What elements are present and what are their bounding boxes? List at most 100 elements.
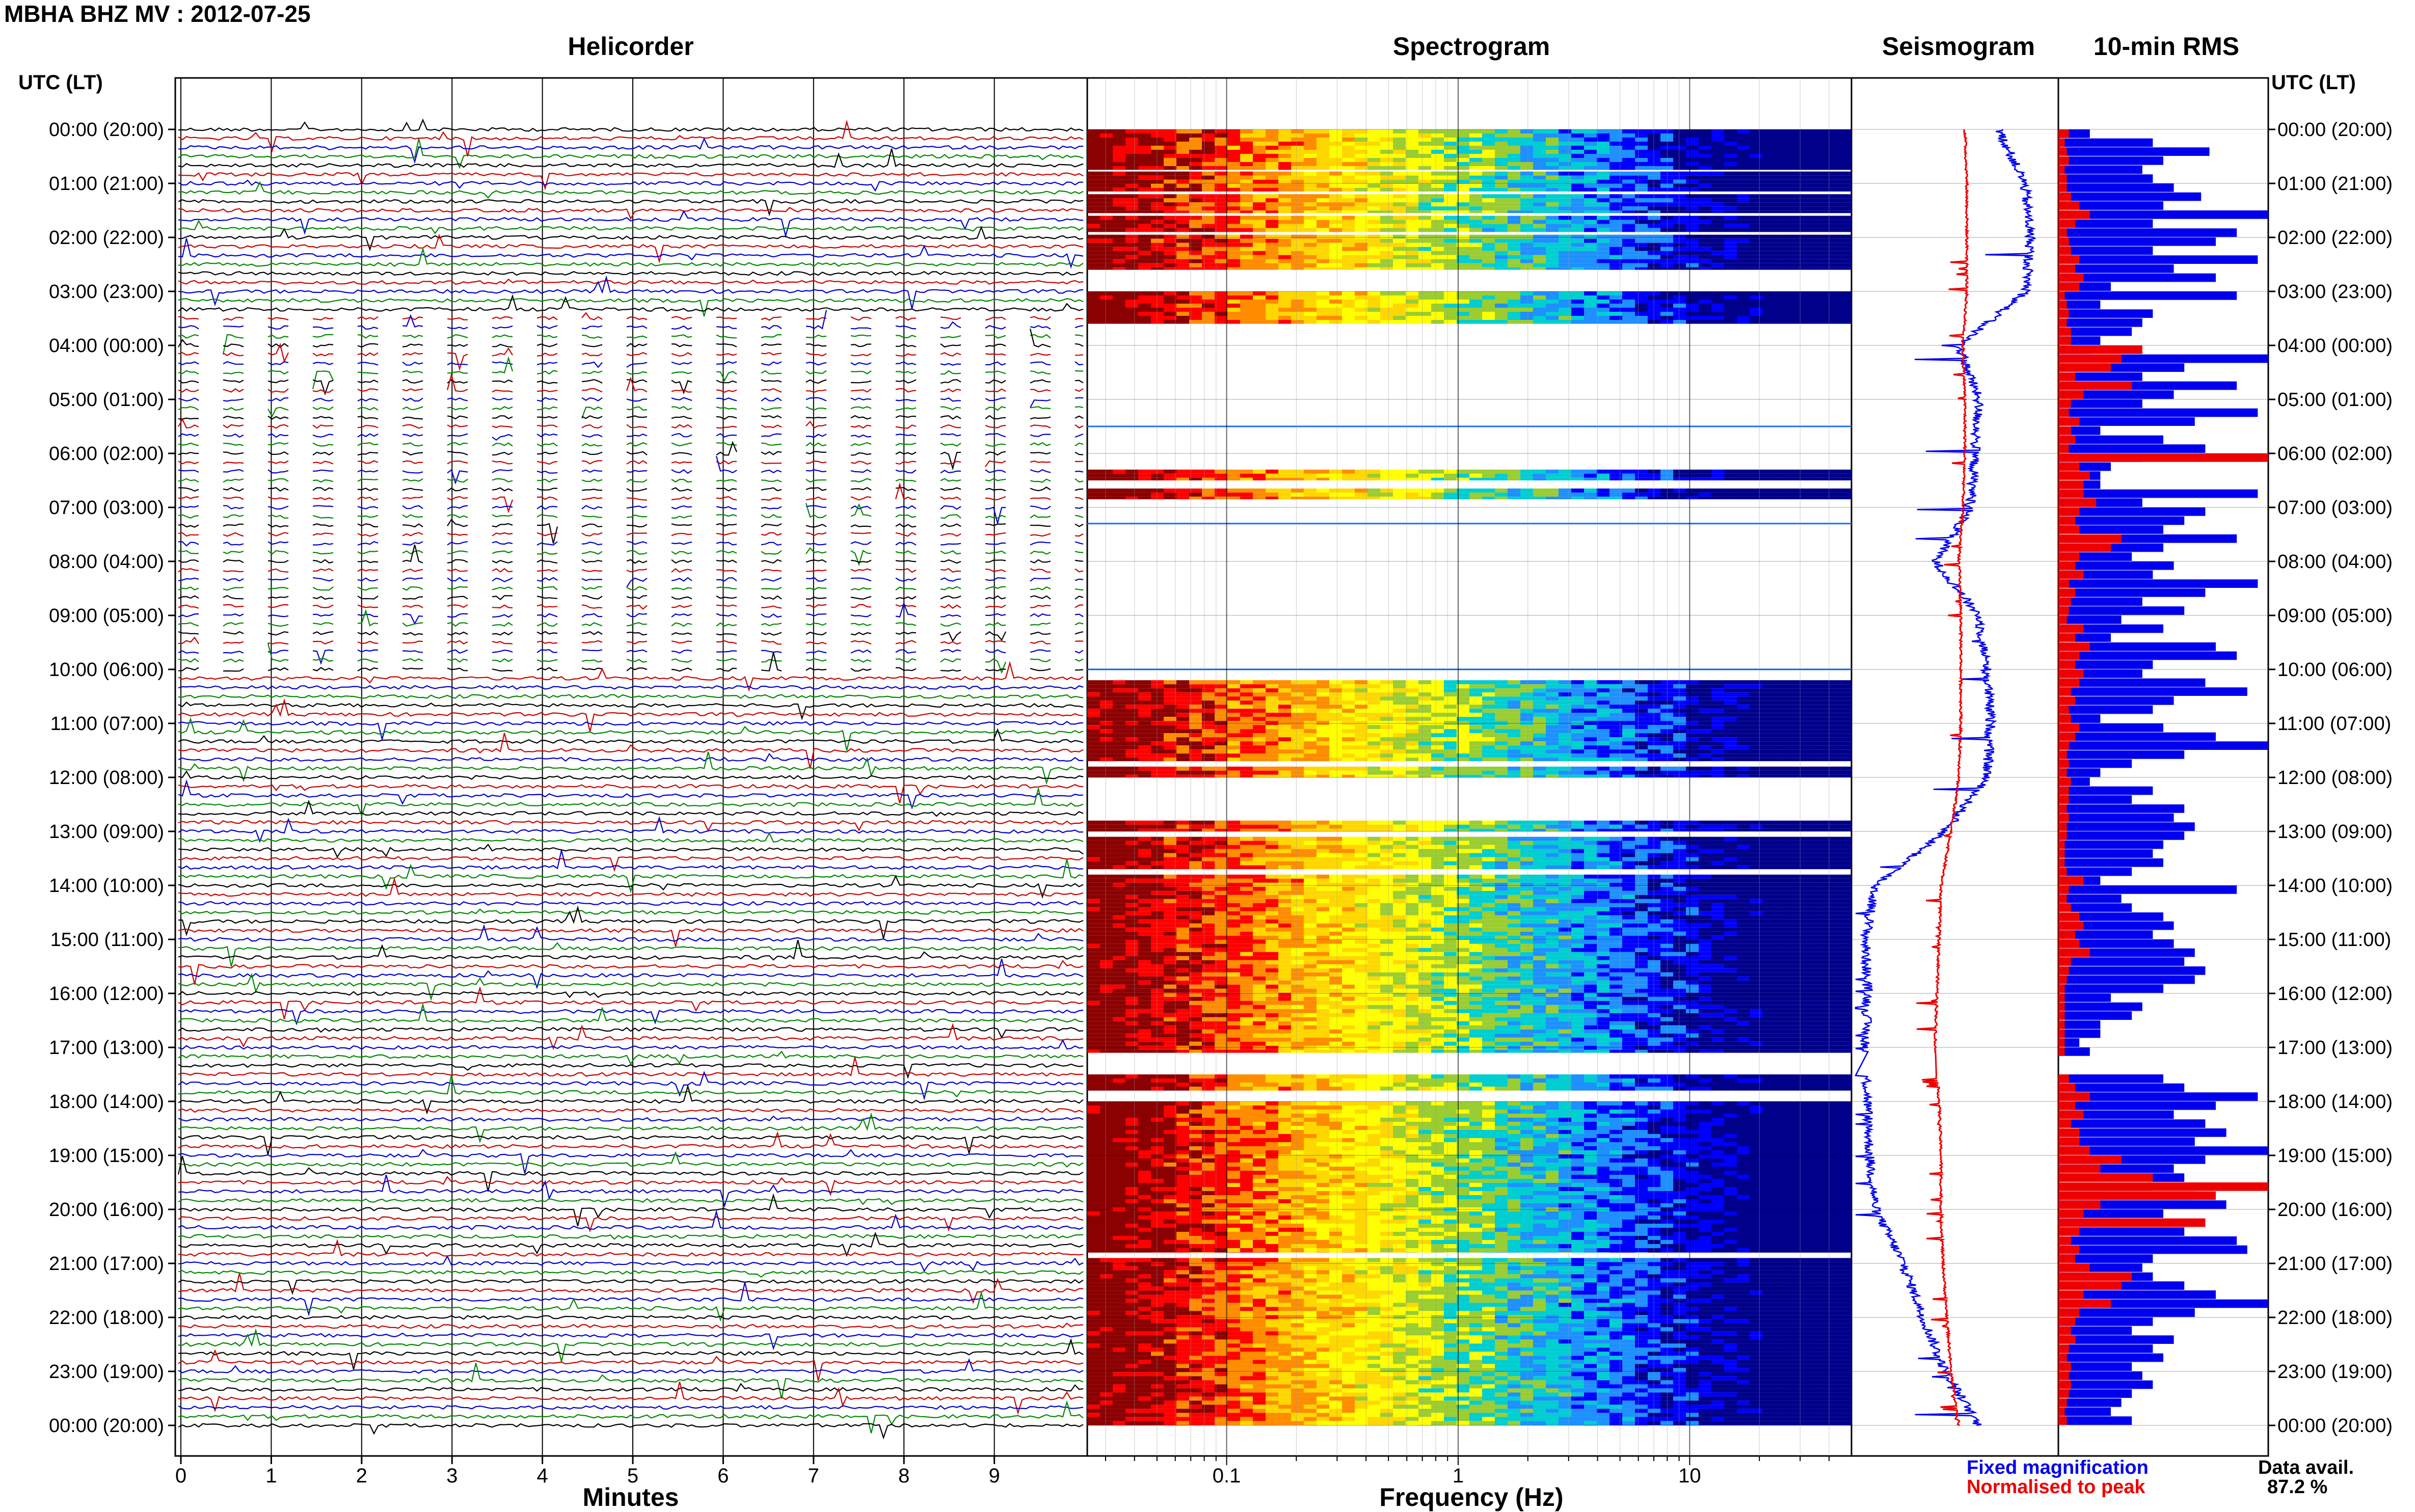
spectrogram-cell bbox=[1202, 753, 1215, 758]
spectrogram-cell bbox=[1597, 220, 1610, 224]
spectrogram-cell bbox=[1648, 129, 1661, 133]
spectrogram-cell bbox=[1520, 721, 1534, 725]
spectrogram-cell bbox=[1189, 696, 1202, 700]
spectrogram-cell bbox=[1686, 146, 1699, 150]
spectrogram-cell bbox=[1367, 150, 1381, 154]
spectrogram-cell bbox=[1750, 737, 1763, 741]
spectrogram-cell bbox=[1622, 771, 1635, 775]
spectrogram-cell bbox=[1750, 696, 1763, 700]
spectrogram-cell bbox=[1189, 767, 1202, 771]
spectrogram-cell bbox=[1546, 142, 1559, 146]
spectrogram-cell bbox=[1317, 841, 1330, 845]
spectrogram-cell bbox=[1380, 138, 1393, 142]
spectrogram-cell bbox=[1113, 162, 1126, 166]
spectrogram-cell bbox=[1431, 146, 1444, 150]
spectrogram-cell bbox=[1813, 304, 1827, 308]
spectrogram-cell bbox=[1329, 853, 1343, 857]
spectrogram-cell bbox=[1686, 821, 1699, 825]
spectrogram-cell bbox=[1469, 680, 1483, 684]
spectrogram-cell bbox=[1202, 308, 1215, 312]
spectrogram-cell bbox=[1317, 316, 1330, 320]
spectrogram-cell bbox=[1584, 316, 1597, 320]
spectrogram-cell bbox=[1164, 717, 1177, 721]
spectrogram-cell bbox=[1711, 188, 1725, 192]
spectrogram-cell bbox=[1291, 749, 1304, 753]
spectrogram-cell bbox=[1278, 239, 1292, 243]
spectrogram-cell bbox=[1138, 267, 1151, 270]
spectrogram-cell bbox=[1253, 493, 1266, 497]
spectrogram-cell bbox=[1711, 146, 1725, 150]
spectrogram-cell bbox=[1826, 138, 1839, 142]
spectrogram-cell bbox=[1164, 202, 1177, 206]
spectrogram-cell bbox=[1329, 216, 1343, 220]
spectrogram-cell bbox=[1775, 829, 1788, 831]
spectrogram-cell bbox=[1278, 709, 1292, 713]
spectrogram-cell bbox=[1266, 304, 1279, 308]
spectrogram-cell bbox=[1151, 474, 1164, 478]
spectrogram-cell bbox=[1189, 320, 1202, 324]
spectrogram-cell bbox=[1304, 845, 1317, 849]
spectrogram-cell bbox=[1762, 312, 1776, 316]
spectrogram-cell bbox=[1801, 162, 1814, 166]
spectrogram-cell bbox=[1406, 146, 1419, 150]
spectrogram-cell bbox=[1164, 176, 1177, 180]
spectrogram-cell bbox=[1087, 263, 1101, 267]
spectrogram-cell bbox=[1839, 259, 1852, 263]
spectrogram-cell bbox=[1711, 259, 1725, 263]
spectrogram-cell bbox=[1113, 316, 1126, 320]
spectrogram-cell bbox=[1176, 312, 1190, 316]
spectrogram-cell bbox=[1393, 176, 1406, 180]
spectrogram-cell bbox=[1469, 243, 1483, 247]
spectrogram-cell bbox=[1609, 825, 1623, 829]
spectrogram-cell bbox=[1775, 198, 1788, 202]
spectrogram-cell bbox=[1342, 150, 1355, 154]
spectrogram-cell bbox=[1609, 758, 1623, 761]
spectrogram-cell bbox=[1431, 470, 1444, 474]
spectrogram-cell bbox=[1444, 692, 1457, 696]
spectrogram-cell bbox=[1176, 749, 1190, 753]
spectrogram-cell bbox=[1189, 162, 1202, 166]
spectrogram-cell bbox=[1839, 737, 1852, 741]
spectrogram-cell bbox=[1342, 247, 1355, 251]
time-label-right: 18:00 (14:00) bbox=[2277, 1091, 2393, 1113]
spectrogram-cell bbox=[1750, 771, 1763, 775]
spectrogram-cell bbox=[1660, 308, 1674, 312]
spectrogram-cell bbox=[1737, 749, 1750, 753]
spectrogram-cell bbox=[1839, 829, 1852, 831]
spectrogram-cell bbox=[1546, 758, 1559, 761]
spectrogram-cell bbox=[1482, 474, 1495, 478]
spectrogram-cell bbox=[1164, 821, 1177, 825]
spectrogram-cell bbox=[1431, 316, 1444, 320]
spectrogram-cell bbox=[1699, 474, 1712, 478]
spectrogram-cell bbox=[1125, 489, 1139, 493]
spectrogram-cell bbox=[1775, 150, 1788, 154]
spectrogram-cell bbox=[1202, 741, 1215, 745]
spectrogram-cell bbox=[1775, 220, 1788, 224]
spectrogram-cell bbox=[1291, 729, 1304, 733]
spectrogram-cell bbox=[1215, 243, 1228, 247]
spectrogram-cell bbox=[1648, 845, 1661, 849]
spectrogram-cell bbox=[1622, 745, 1635, 749]
spectrogram-cell bbox=[1750, 753, 1763, 758]
spectrogram-cell bbox=[1215, 220, 1228, 224]
spectrogram-cell bbox=[1571, 198, 1585, 202]
spectrogram-cell bbox=[1775, 680, 1788, 684]
spectrogram-cell bbox=[1291, 497, 1304, 499]
spectrogram-cell bbox=[1788, 216, 1801, 220]
spectrogram-cell bbox=[1431, 142, 1444, 146]
spectrogram-cell bbox=[1762, 138, 1776, 142]
spectrogram-cell bbox=[1304, 133, 1317, 138]
spectrogram-cell bbox=[1380, 295, 1393, 300]
spectrogram-cell bbox=[1813, 688, 1827, 692]
spectrogram-cell bbox=[1762, 216, 1776, 220]
spectrogram-cell bbox=[1699, 705, 1712, 709]
spectrogram-cell bbox=[1520, 737, 1534, 741]
spectrogram-cell bbox=[1125, 267, 1139, 270]
spectrogram-cell bbox=[1227, 821, 1241, 825]
spectrogram-cell bbox=[1711, 142, 1725, 146]
spectrogram-cell bbox=[1431, 845, 1444, 849]
spectrogram-cell bbox=[1342, 825, 1355, 829]
spectrogram-cell bbox=[1367, 821, 1381, 825]
spectrogram-cell bbox=[1380, 210, 1393, 213]
spectrogram-cell bbox=[1609, 300, 1623, 304]
